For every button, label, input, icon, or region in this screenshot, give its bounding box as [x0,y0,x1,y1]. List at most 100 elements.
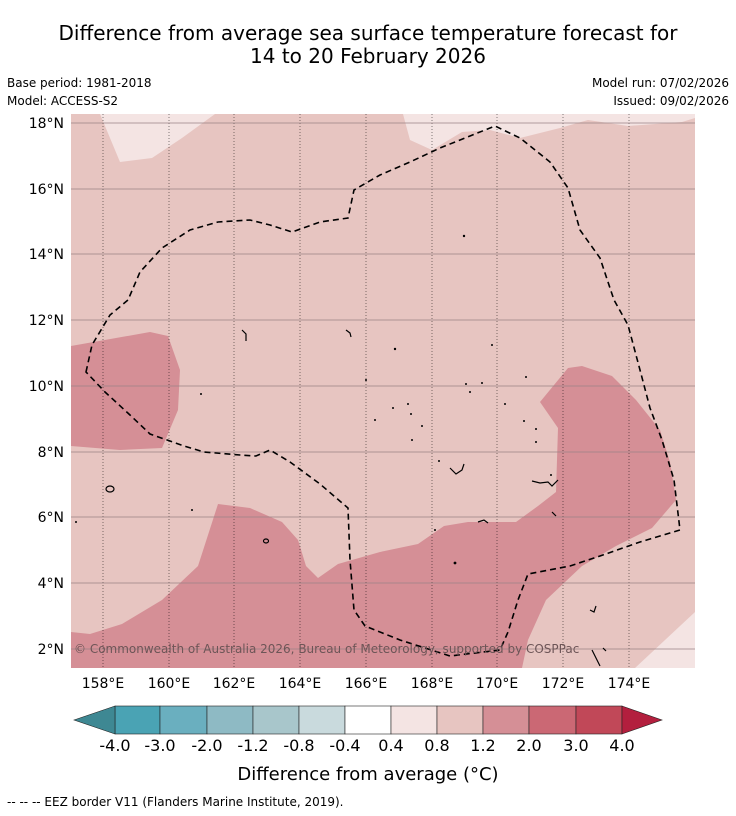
eez-border [85,125,681,657]
colorbar-tick-label: 2.0 [516,736,541,755]
issued-date: Issued: 09/02/2026 [613,94,729,108]
colorbar-tick-label: 1.2 [470,736,495,755]
islet [525,376,527,378]
colorbar-tick-labels: -4.0 -3.0 -2.0 -1.2 -0.8 -0.4 0.4 0.8 1.2 2.0 3.0 4… [99,736,634,755]
islet [535,428,537,430]
islet [504,403,506,405]
colorbar-extend-high [621,705,663,735]
islet [392,407,394,409]
islet [523,420,525,422]
latitude-label: 18°N [29,116,64,132]
anomaly-band-1-2-2-0-west [71,332,180,450]
colorbar-tick-label: 0.4 [378,736,403,755]
longitude-label: 162°E [213,676,256,692]
islet [421,425,423,427]
colorbar-tick-label: 0.8 [424,736,449,755]
colorbar-tick-label: 3.0 [563,736,588,755]
island-atoll [591,649,601,667]
info-left: Base period: 1981-2018 Model: ACCESS-S2 [7,74,152,110]
graticule-meridians [102,114,630,668]
colorbar-segment [575,705,623,735]
colorbar-segment [390,705,438,735]
islet [491,344,493,346]
islet [75,521,77,523]
anomaly-band-0-4-0-8-south-east [635,612,695,668]
island-atoll [602,647,607,652]
graticule-parallels [71,122,695,650]
islet [535,441,537,443]
anomaly-band-1-2-2-0-south [71,366,676,668]
colorbar-tick-label: -4.0 [99,736,130,755]
colorbar-label: Difference from average (°C) [237,764,498,785]
colorbar-segment [344,705,392,735]
latitude-label: 6°N [38,510,64,526]
islet [411,439,413,441]
colorbar-segment [206,705,254,735]
island-atoll [477,519,489,524]
island-pohnpei [105,485,115,493]
map-figure: © Commonwealth of Australia 2026, Bureau… [29,114,695,785]
colorbar-segment [159,705,208,735]
model-run: Model run: 07/02/2026 [591,76,729,90]
longitude-labels: 158°E 160°E 162°E 164°E 166°E 168°E 170°E 172°E… [82,676,651,692]
colorbar-extend-low [73,705,116,735]
colorbar-segment [482,705,530,735]
latitude-labels: 18°N 16°N 14°N 12°N 10°N 8°N 6°N 4°N 2°N [29,116,64,658]
longitude-label: 166°E [345,676,388,692]
island-atoll [241,329,247,341]
model-name: Model: ACCESS-S2 [7,94,119,108]
eez-legend: -- -- -- EEZ border V11 (Flanders Marine… [7,795,344,809]
islet [365,379,367,381]
latitude-label: 14°N [29,247,64,263]
islet [550,474,552,476]
island-kosrae [262,538,270,544]
colorbar-segment [436,705,484,735]
latitude-label: 4°N [38,576,64,592]
islet [191,509,193,511]
longitude-label: 174°E [608,676,651,692]
longitude-label: 170°E [476,676,519,692]
title-line-1: Difference from average sea surface temp… [58,21,678,45]
colorbar-tick-label: -0.4 [329,736,360,755]
islet [438,460,440,462]
islet [407,403,409,405]
colorbar-segment [252,705,300,735]
island-atoll [449,463,465,475]
title-line-2: 14 to 20 February 2026 [250,44,486,68]
longitude-label: 172°E [542,676,585,692]
islet [453,561,457,565]
colorbar-tick-label: -3.0 [144,736,175,755]
island-atoll [345,329,352,338]
islet [374,419,376,421]
latitude-label: 2°N [38,642,64,658]
colorbar-segment [298,705,346,735]
longitude-label: 158°E [82,676,125,692]
colorbar-tick-label: -2.0 [191,736,222,755]
longitude-label: 160°E [148,676,191,692]
chart-title: Difference from average sea surface temp… [0,22,736,68]
latitude-label: 12°N [29,313,64,329]
anomaly-band-0-4-0-8-north-west [100,114,215,162]
latitude-label: 8°N [38,445,64,461]
colorbar-segments [114,705,623,735]
islands [105,329,607,667]
islet [410,413,412,415]
island-atoll [531,479,559,487]
islet [481,382,483,384]
longitude-label: 168°E [411,676,454,692]
latitude-label: 16°N [29,182,64,198]
colorbar-tick-label: -1.2 [237,736,268,755]
base-period: Base period: 1981-2018 [7,76,152,90]
islet [469,391,471,393]
islet [200,393,202,395]
copyright-text: © Commonwealth of Australia 2026, Bureau… [74,642,579,656]
islet [465,383,467,385]
map-area: © Commonwealth of Australia 2026, Bureau… [71,114,695,668]
island-atoll [589,605,597,613]
colorbar-segment [528,705,577,735]
info-right: Model run: 07/02/2026 Issued: 09/02/2026 [592,74,729,110]
colorbar-segment [114,705,161,735]
island-atoll [551,511,557,517]
longitude-label: 164°E [279,676,322,692]
colorbar-tick-label: -0.8 [283,736,314,755]
